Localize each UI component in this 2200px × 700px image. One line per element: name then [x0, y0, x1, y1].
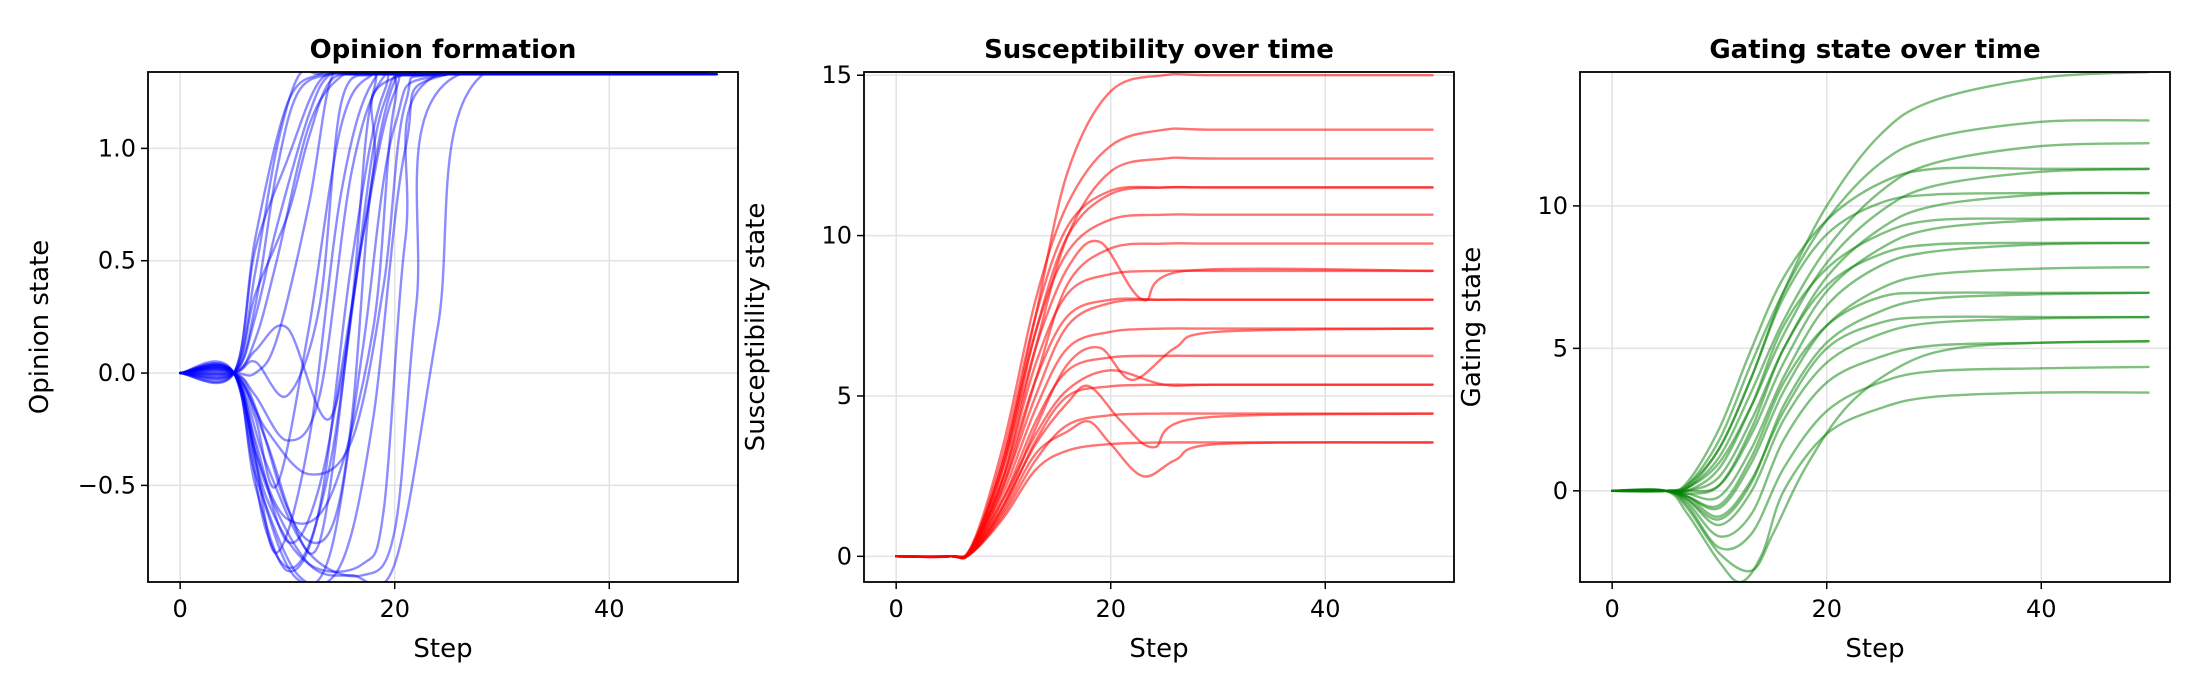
series-line-19: [178, 72, 718, 555]
y-tick-label: 10: [1537, 192, 1568, 220]
series-line-8: [178, 72, 718, 421]
panel-title: Opinion formation: [310, 35, 577, 65]
plot-frame: [1579, 71, 2171, 583]
series-line-12: [178, 72, 718, 399]
series-line-1: [178, 72, 718, 380]
series-line-7: [894, 298, 1434, 559]
series-line-7: [1610, 265, 2150, 511]
y-axis-label: Gating state: [1457, 247, 1487, 408]
plot-frame: [863, 71, 1455, 583]
series-lines: [1610, 72, 2150, 582]
plot-frame: [147, 71, 739, 583]
y-tick-label: 5: [837, 382, 852, 410]
panel-gating-state: 0 20 40 0 5 10 Gating state over time Step Ga…: [1457, 35, 2171, 664]
x-axis-label: Step: [1129, 634, 1188, 664]
series-line-3: [178, 72, 718, 489]
y-tick-label: 0.0: [98, 359, 136, 387]
series-line-9: [178, 72, 718, 384]
panel-opinion-formation: 0 20 40 −0.5 0.0 0.5 1.0 Opinion formation Ste…: [25, 35, 739, 664]
series-lines: [178, 72, 718, 582]
x-tick-label: 20: [1811, 595, 1842, 623]
panel-susceptibility: 0 20 40 0 5 10 15 Susceptibility over time Ste…: [741, 35, 1455, 664]
x-tick-label: 0: [889, 595, 904, 623]
series-line-16: [894, 239, 1434, 560]
series-line-4: [178, 72, 718, 554]
grid-lines: [1580, 72, 2170, 582]
y-tick-label: 10: [821, 222, 852, 250]
series-line-19: [1610, 191, 2150, 494]
series-line-5: [1610, 217, 2150, 493]
x-tick-label: 20: [1095, 595, 1126, 623]
x-tick-label: 0: [1605, 595, 1620, 623]
series-line-0: [178, 72, 718, 385]
series-line-0: [1610, 72, 2150, 493]
series-line-10: [178, 72, 718, 582]
series-line-15: [1610, 217, 2150, 494]
series-line-16: [178, 72, 718, 379]
x-tick-label: 20: [379, 595, 410, 623]
series-line-9: [894, 354, 1434, 559]
series-line-9: [1610, 315, 2150, 527]
series-line-7: [178, 72, 718, 582]
grid-lines: [864, 72, 1454, 582]
y-tick-label: 1.0: [98, 134, 136, 162]
series-line-18: [1610, 315, 2150, 518]
x-tick-label: 40: [594, 595, 625, 623]
axis-ticks: 0 20 40 −0.5 0.0 0.5 1.0: [78, 134, 625, 623]
series-line-18: [178, 72, 718, 476]
series-line-21: [178, 72, 718, 582]
x-axis-label: Step: [413, 634, 472, 664]
series-line-3: [1610, 167, 2150, 493]
series-line-4: [894, 213, 1434, 560]
series-line-15: [178, 72, 718, 570]
y-tick-label: 15: [821, 61, 852, 89]
series-line-23: [178, 72, 718, 377]
y-axis-label: Opinion state: [25, 240, 55, 414]
series-line-20: [178, 72, 718, 578]
series-line-6: [178, 72, 718, 545]
x-tick-label: 40: [2026, 595, 2057, 623]
grid-lines: [148, 72, 738, 582]
series-line-17: [178, 72, 718, 525]
series-line-19: [894, 297, 1434, 559]
series-line-11: [178, 72, 718, 573]
x-tick-label: 40: [1310, 595, 1341, 623]
series-line-13: [1610, 340, 2150, 573]
series-lines: [894, 72, 1434, 560]
series-line-17: [894, 369, 1434, 559]
series-line-14: [1610, 166, 2150, 493]
y-tick-label: 0: [837, 542, 852, 570]
series-line-12: [1610, 391, 2150, 582]
x-tick-label: 0: [173, 595, 188, 623]
axis-ticks: 0 20 40 0 5 10: [1537, 192, 2056, 623]
series-line-6: [1610, 241, 2150, 501]
series-line-14: [178, 72, 718, 442]
series-line-1: [1610, 118, 2150, 493]
y-axis-label: Susceptibility state: [741, 203, 771, 452]
y-tick-label: 0.5: [98, 247, 136, 275]
x-axis-label: Step: [1845, 634, 1904, 664]
y-tick-label: 0: [1553, 477, 1568, 505]
axis-ticks: 0 20 40 0 5 10 15: [821, 61, 1340, 623]
panel-title: Gating state over time: [1709, 35, 2040, 65]
y-tick-label: −0.5: [78, 471, 136, 499]
series-line-22: [178, 72, 718, 381]
series-line-5: [178, 72, 718, 573]
series-line-10: [1610, 340, 2150, 538]
series-line-11: [1610, 365, 2150, 551]
panel-title: Susceptibility over time: [984, 35, 1334, 65]
y-tick-label: 5: [1553, 334, 1568, 362]
series-line-0: [894, 72, 1434, 559]
series-line-17: [1610, 241, 2150, 496]
series-line-13: [178, 72, 718, 382]
series-line-2: [178, 72, 718, 377]
series-line-5: [894, 242, 1434, 560]
series-line-1: [894, 127, 1434, 560]
